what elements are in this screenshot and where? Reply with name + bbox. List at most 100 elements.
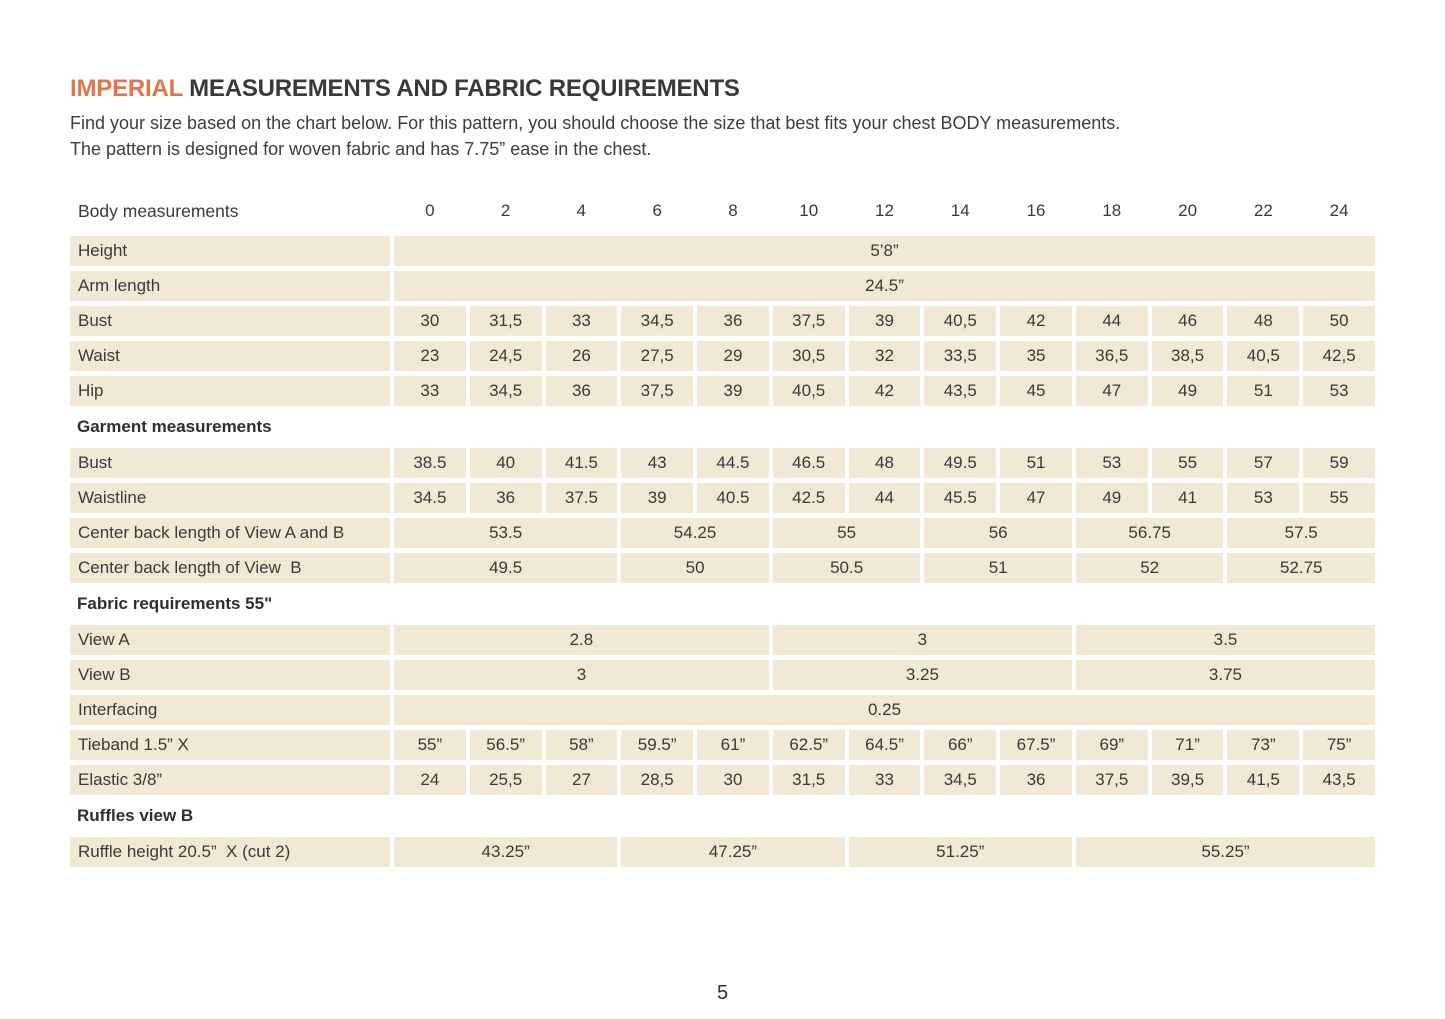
value-cell: 53 [1075, 448, 1148, 478]
value-cell: 42 [1000, 306, 1072, 336]
value-cell: 39,5 [1151, 765, 1224, 795]
value-cell: 48 [848, 448, 921, 478]
value-cell: 33,5 [924, 341, 997, 371]
value-cell: 55 [1303, 483, 1375, 513]
value-cell: 43,5 [1303, 765, 1375, 795]
value-cell: 42 [848, 376, 921, 406]
value-cell: 59 [1303, 448, 1375, 478]
value-cell: 38,5 [1151, 341, 1224, 371]
value-cell: 39 [848, 306, 921, 336]
row-label: Waist [70, 341, 390, 371]
value-cell: 5’8” [394, 236, 1375, 266]
value-cell: 31,5 [772, 765, 845, 795]
value-cell: 3.5 [1075, 625, 1375, 655]
value-cell: 42.5 [772, 483, 845, 513]
table-row: Waistline 34.5 36 37.5 39 40.5 42.5 44 45.5 47 49 4… [70, 483, 1375, 513]
size-column-header: 16 [1026, 201, 1046, 220]
value-cell: 50 [621, 553, 769, 583]
value-cell: 59.5” [621, 730, 694, 760]
value-cell: 3 [772, 625, 1072, 655]
value-cell: 75” [1303, 730, 1375, 760]
value-cell: 39 [697, 376, 769, 406]
value-cell: 36 [697, 306, 769, 336]
size-column-header: 8 [728, 201, 738, 220]
row-label: Bust [70, 448, 390, 478]
value-cell: 51.25” [848, 837, 1072, 867]
table-row: View B 3 3.25 3.75 [70, 660, 1375, 690]
value-cell: 51 [924, 553, 1072, 583]
value-cell: 33 [394, 376, 466, 406]
value-cell: 41.5 [545, 448, 618, 478]
measurement-table: Body measurements 0 2 4 6 8 10 12 14 16 18 20 22 24 … [70, 198, 1375, 867]
row-label: Interfacing [70, 695, 390, 725]
value-cell: 41 [1151, 483, 1224, 513]
corner-label: Body measurements [78, 200, 239, 221]
size-column-header: 12 [875, 201, 894, 220]
value-cell: 50.5 [772, 553, 921, 583]
value-cell: 53 [1303, 376, 1375, 406]
value-cell: 25,5 [469, 765, 542, 795]
size-column-header: 14 [950, 201, 970, 220]
size-column-header: 4 [576, 201, 587, 220]
value-cell: 49.5 [924, 448, 997, 478]
row-label: Arm length [70, 271, 390, 301]
pattern-size-chart-page: IMPERIAL MEASUREMENTS AND FABRIC REQUIRE… [70, 74, 1375, 867]
value-cell: 35 [1000, 341, 1072, 371]
value-cell: 56.5” [469, 730, 542, 760]
value-cell: 23 [394, 341, 466, 371]
value-cell: 55.25” [1075, 837, 1375, 867]
value-cell: 51 [1000, 448, 1072, 478]
size-column-header: 2 [500, 201, 511, 220]
value-cell: 26 [545, 341, 618, 371]
row-label: Height [70, 236, 390, 266]
row-label: Ruffle height 20.5” X (cut 2) [70, 837, 390, 867]
size-column-header: 0 [425, 201, 435, 220]
page-title: IMPERIAL MEASUREMENTS AND FABRIC REQUIRE… [70, 74, 1375, 104]
table-row: Height 5’8” [70, 236, 1375, 266]
row-label: Tieband 1.5” X [70, 730, 390, 760]
value-cell: 0.25 [394, 695, 1375, 725]
table-row: Waist 23 24,5 26 27,5 29 30,5 32 33,5 35 36,5 38,5 4… [70, 341, 1375, 371]
value-cell: 31,5 [469, 306, 542, 336]
value-cell: 32 [848, 341, 921, 371]
value-cell: 3 [394, 660, 769, 690]
value-cell: 45.5 [924, 483, 997, 513]
row-label: Hip [70, 376, 390, 406]
value-cell: 27 [545, 765, 618, 795]
size-column-header: 6 [652, 201, 662, 220]
value-cell: 54.25 [621, 518, 769, 548]
value-cell: 37.5 [545, 483, 618, 513]
section-header: Ruffles view B [77, 806, 194, 825]
value-cell: 33 [848, 765, 921, 795]
value-cell: 36,5 [1075, 341, 1148, 371]
value-cell: 46.5 [772, 448, 845, 478]
row-label: Center back length of View B [70, 553, 390, 583]
title-rest: MEASUREMENTS AND FABRIC REQUIREMENTS [189, 75, 740, 102]
value-cell: 42,5 [1303, 341, 1375, 371]
value-cell: 30 [697, 765, 769, 795]
row-label: Bust [70, 306, 390, 336]
value-cell: 47.25” [621, 837, 845, 867]
value-cell: 44 [848, 483, 921, 513]
intro-line-1: Find your size based on the chart below.… [70, 113, 1121, 133]
value-cell: 53.5 [394, 518, 618, 548]
value-cell: 34,5 [469, 376, 542, 406]
table-row: Tieband 1.5” X 55” 56.5” 58” 59.5” 61” 62.5” 64… [70, 730, 1375, 760]
size-column-header: 18 [1102, 201, 1122, 220]
table-row: Hip 33 34,5 36 37,5 39 40,5 42 43,5 45 47 49 51 53 [70, 376, 1375, 406]
value-cell: 43,5 [924, 376, 997, 406]
value-cell: 51 [1227, 376, 1300, 406]
value-cell: 67.5” [1000, 730, 1072, 760]
value-cell: 3.25 [772, 660, 1072, 690]
row-label: View A [70, 625, 390, 655]
value-cell: 40.5 [697, 483, 769, 513]
table-row: Arm length 24.5” [70, 271, 1375, 301]
value-cell: 33 [545, 306, 618, 336]
value-cell: 29 [697, 341, 769, 371]
table-header-row: Body measurements 0 2 4 6 8 10 12 14 16 18 20 22 24 [70, 198, 1375, 224]
value-cell: 24 [394, 765, 466, 795]
row-label: View B [70, 660, 390, 690]
value-cell: 46 [1151, 306, 1224, 336]
value-cell: 48 [1227, 306, 1300, 336]
value-cell: 39 [621, 483, 694, 513]
